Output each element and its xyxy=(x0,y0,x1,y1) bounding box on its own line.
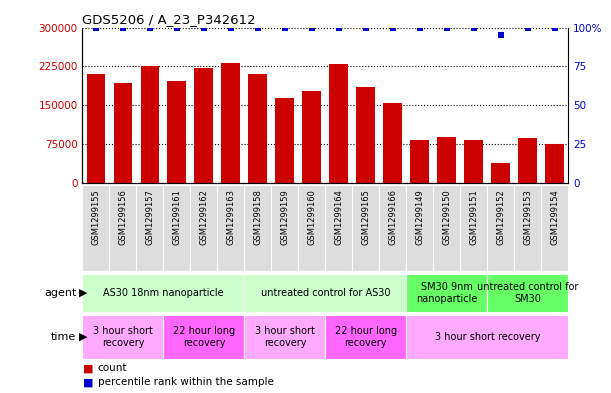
FancyBboxPatch shape xyxy=(164,185,191,271)
FancyBboxPatch shape xyxy=(82,315,164,359)
Point xyxy=(334,24,344,31)
Text: GSM1299161: GSM1299161 xyxy=(172,189,181,245)
Text: SM30 9nm
nanoparticle: SM30 9nm nanoparticle xyxy=(416,282,477,303)
Bar xyxy=(545,144,564,183)
Point xyxy=(361,24,371,31)
FancyBboxPatch shape xyxy=(244,185,271,271)
Point xyxy=(145,24,155,31)
FancyBboxPatch shape xyxy=(541,185,568,271)
Text: GSM1299149: GSM1299149 xyxy=(415,189,424,245)
Point xyxy=(199,24,209,31)
FancyBboxPatch shape xyxy=(488,185,514,271)
Text: GDS5206 / A_23_P342612: GDS5206 / A_23_P342612 xyxy=(82,13,256,26)
Point xyxy=(442,24,452,31)
FancyBboxPatch shape xyxy=(406,185,433,271)
Point xyxy=(388,24,398,31)
Point xyxy=(91,24,101,31)
Point xyxy=(496,32,506,39)
FancyBboxPatch shape xyxy=(244,315,325,359)
Point xyxy=(118,24,128,31)
Point xyxy=(415,24,425,31)
Point xyxy=(307,24,316,31)
FancyBboxPatch shape xyxy=(406,274,488,312)
FancyBboxPatch shape xyxy=(164,315,244,359)
Text: 22 hour long
recovery: 22 hour long recovery xyxy=(173,326,235,348)
Text: 3 hour short recovery: 3 hour short recovery xyxy=(434,332,540,342)
FancyBboxPatch shape xyxy=(82,274,244,312)
Bar xyxy=(87,74,106,183)
Text: GSM1299166: GSM1299166 xyxy=(389,189,397,245)
Text: GSM1299165: GSM1299165 xyxy=(361,189,370,245)
Bar xyxy=(276,98,295,183)
Text: time: time xyxy=(51,332,76,342)
Text: GSM1299159: GSM1299159 xyxy=(280,189,290,245)
Text: ■: ■ xyxy=(82,364,93,373)
Text: ▶: ▶ xyxy=(79,332,88,342)
Point xyxy=(253,24,263,31)
Text: GSM1299152: GSM1299152 xyxy=(496,189,505,245)
Text: 22 hour long
recovery: 22 hour long recovery xyxy=(335,326,397,348)
Text: percentile rank within the sample: percentile rank within the sample xyxy=(98,377,274,387)
Text: GSM1299153: GSM1299153 xyxy=(523,189,532,245)
Text: GSM1299156: GSM1299156 xyxy=(119,189,128,245)
Text: GSM1299150: GSM1299150 xyxy=(442,189,452,245)
Text: untreated control for AS30: untreated control for AS30 xyxy=(261,288,390,298)
Point xyxy=(172,24,182,31)
FancyBboxPatch shape xyxy=(271,185,298,271)
Point xyxy=(280,24,290,31)
Bar xyxy=(249,74,268,183)
Point xyxy=(550,24,560,31)
Text: agent: agent xyxy=(44,288,76,298)
FancyBboxPatch shape xyxy=(460,185,488,271)
FancyBboxPatch shape xyxy=(136,185,164,271)
Text: GSM1299155: GSM1299155 xyxy=(92,189,100,245)
FancyBboxPatch shape xyxy=(109,185,136,271)
FancyBboxPatch shape xyxy=(325,185,353,271)
Point xyxy=(469,24,478,31)
Text: ▶: ▶ xyxy=(79,288,88,298)
FancyBboxPatch shape xyxy=(514,185,541,271)
Bar xyxy=(437,137,456,183)
Bar xyxy=(329,64,348,183)
Text: GSM1299154: GSM1299154 xyxy=(551,189,559,245)
Bar xyxy=(383,103,402,183)
Text: untreated control for
SM30: untreated control for SM30 xyxy=(477,282,579,303)
FancyBboxPatch shape xyxy=(82,185,109,271)
Bar xyxy=(518,138,537,183)
Bar xyxy=(411,140,430,183)
Text: count: count xyxy=(98,364,127,373)
FancyBboxPatch shape xyxy=(488,274,568,312)
Text: GSM1299151: GSM1299151 xyxy=(469,189,478,245)
Text: GSM1299163: GSM1299163 xyxy=(227,189,235,245)
Text: GSM1299158: GSM1299158 xyxy=(254,189,262,245)
FancyBboxPatch shape xyxy=(298,185,325,271)
FancyBboxPatch shape xyxy=(244,274,406,312)
FancyBboxPatch shape xyxy=(218,185,244,271)
Bar xyxy=(464,140,483,183)
Point xyxy=(523,24,533,31)
Bar xyxy=(491,163,510,183)
Bar xyxy=(167,81,186,183)
Text: ■: ■ xyxy=(82,377,93,387)
Text: GSM1299164: GSM1299164 xyxy=(334,189,343,245)
FancyBboxPatch shape xyxy=(433,185,460,271)
FancyBboxPatch shape xyxy=(325,315,406,359)
Bar xyxy=(141,66,159,183)
Bar xyxy=(302,91,321,183)
Text: GSM1299160: GSM1299160 xyxy=(307,189,316,245)
Bar xyxy=(221,63,240,183)
Text: GSM1299157: GSM1299157 xyxy=(145,189,155,245)
Bar xyxy=(356,87,375,183)
FancyBboxPatch shape xyxy=(191,185,218,271)
Text: 3 hour short
recovery: 3 hour short recovery xyxy=(93,326,153,348)
FancyBboxPatch shape xyxy=(406,315,568,359)
Text: 3 hour short
recovery: 3 hour short recovery xyxy=(255,326,315,348)
Bar xyxy=(194,68,213,183)
Text: GSM1299162: GSM1299162 xyxy=(199,189,208,245)
Text: AS30 18nm nanoparticle: AS30 18nm nanoparticle xyxy=(103,288,224,298)
Point xyxy=(226,24,236,31)
FancyBboxPatch shape xyxy=(353,185,379,271)
FancyBboxPatch shape xyxy=(379,185,406,271)
Bar xyxy=(114,83,133,183)
